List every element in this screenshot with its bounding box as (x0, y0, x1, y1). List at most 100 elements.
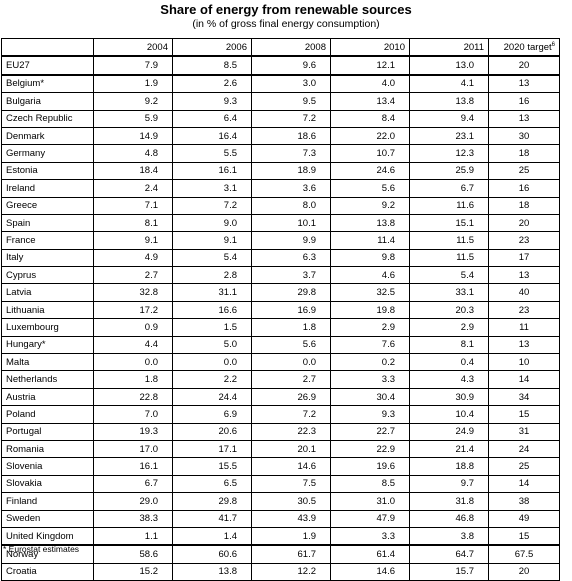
value-cell: 17.0 (93, 439, 173, 459)
table-row: Croatia 15.2 13.8 12.2 14.6 15.7 20 (1, 562, 560, 581)
value-cell: 61.4 (330, 544, 410, 564)
target-cell: 31 (488, 422, 560, 441)
value-cell: 17.1 (172, 439, 252, 459)
value-cell: 2.4 (93, 179, 173, 198)
target-cell: 15 (488, 405, 560, 424)
value-cell: 15.5 (172, 457, 252, 476)
country-cell: Austria (1, 387, 94, 407)
value-cell: 6.4 (172, 109, 252, 128)
value-cell: 10.4 (409, 405, 489, 424)
target-cell: 24 (488, 439, 560, 459)
value-cell: 60.6 (172, 544, 252, 564)
country-cell: Ireland (1, 179, 94, 198)
target-cell: 16 (488, 179, 560, 198)
value-cell: 2.6 (172, 73, 252, 94)
value-cell: 18.4 (93, 161, 173, 181)
country-cell: Spain (1, 213, 94, 233)
value-cell: 3.6 (251, 179, 331, 198)
value-cell: 9.2 (93, 92, 173, 111)
target-cell: 18 (488, 144, 560, 163)
value-cell: 58.6 (93, 544, 173, 564)
value-cell: 1.1 (93, 526, 173, 546)
value-cell: 8.4 (330, 109, 410, 128)
value-cell: 9.1 (93, 231, 173, 250)
target-cell: 13 (488, 335, 560, 355)
value-cell: 22.0 (330, 126, 410, 146)
value-cell: 19.8 (330, 300, 410, 320)
value-cell: 16.1 (172, 161, 252, 181)
value-cell: 26.9 (251, 387, 331, 407)
table-row: Sweden 38.3 41.7 43.9 47.9 46.8 49 (1, 509, 560, 528)
table-row: Netherlands 1.8 2.2 2.7 3.3 4.3 14 (1, 370, 560, 389)
value-cell: 7.0 (93, 405, 173, 424)
table-row: Finland 29.0 29.8 30.5 31.0 31.8 38 (1, 492, 560, 511)
table-row: Romania 17.0 17.1 20.1 22.9 21.4 24 (1, 439, 560, 459)
target-cell: 13 (488, 109, 560, 128)
table-row: France 9.1 9.1 9.9 11.4 11.5 23 (1, 231, 560, 250)
value-cell: 2.7 (93, 266, 173, 285)
value-cell: 1.8 (93, 370, 173, 389)
target-cell: 13 (488, 73, 560, 94)
table-row: Denmark 14.9 16.4 18.6 22.0 23.1 30 (1, 126, 560, 146)
country-cell: Portugal (1, 422, 94, 441)
value-cell: 14.9 (93, 126, 173, 146)
value-cell: 33.1 (409, 283, 489, 302)
target-footnote-marker: 6 (551, 41, 555, 48)
value-cell: 0.0 (172, 353, 252, 372)
value-cell: 31.8 (409, 492, 489, 511)
value-cell: 9.1 (172, 231, 252, 250)
value-cell: 12.3 (409, 144, 489, 163)
value-cell: 2.7 (251, 370, 331, 389)
table-row: Estonia 18.4 16.1 18.9 24.6 25.9 25 (1, 161, 560, 181)
value-cell: 12.2 (251, 562, 331, 581)
value-cell: 18.9 (251, 161, 331, 181)
value-cell: 2.8 (172, 266, 252, 285)
value-cell: 8.5 (172, 55, 252, 76)
value-cell: 7.2 (251, 405, 331, 424)
country-cell: United Kingdom (1, 526, 94, 546)
table-row: Latvia 32.8 31.1 29.8 32.5 33.1 40 (1, 283, 560, 302)
country-cell: Romania (1, 439, 94, 459)
value-cell: 10.7 (330, 144, 410, 163)
value-cell: 9.6 (251, 55, 331, 76)
table-row: Cyprus 2.7 2.8 3.7 4.6 5.4 13 (1, 266, 560, 285)
table-row: Czech Republic 5.9 6.4 7.2 8.4 9.4 13 (1, 109, 560, 128)
target-cell: 20 (488, 562, 560, 581)
value-cell: 9.3 (330, 405, 410, 424)
value-cell: 16.9 (251, 300, 331, 320)
value-cell: 46.8 (409, 509, 489, 528)
country-cell: France (1, 231, 94, 250)
column-header-2010: 2010 (330, 38, 410, 58)
value-cell: 4.0 (330, 73, 410, 94)
target-cell: 49 (488, 509, 560, 528)
value-cell: 31.1 (172, 283, 252, 302)
value-cell: 6.7 (409, 179, 489, 198)
table-row: Hungary* 4.4 5.0 5.6 7.6 8.1 13 (1, 335, 560, 355)
country-cell: Belgium* (1, 73, 94, 94)
value-cell: 5.6 (330, 179, 410, 198)
target-cell: 16 (488, 92, 560, 111)
country-cell: Slovakia (1, 474, 94, 494)
country-cell: EU27 (1, 55, 94, 76)
value-cell: 1.9 (251, 526, 331, 546)
value-cell: 16.1 (93, 457, 173, 476)
value-cell: 29.8 (172, 492, 252, 511)
value-cell: 9.8 (330, 248, 410, 268)
value-cell: 15.7 (409, 562, 489, 581)
table-row: Slovenia 16.1 15.5 14.6 19.6 18.8 25 (1, 457, 560, 476)
country-cell: Latvia (1, 283, 94, 302)
value-cell: 8.1 (409, 335, 489, 355)
value-cell: 4.9 (93, 248, 173, 268)
value-cell: 13.8 (409, 92, 489, 111)
value-cell: 1.4 (172, 526, 252, 546)
value-cell: 5.0 (172, 335, 252, 355)
table-row: Belgium* 1.9 2.6 3.0 4.0 4.1 13 (1, 73, 560, 94)
value-cell: 7.2 (251, 109, 331, 128)
country-cell: Netherlands (1, 370, 94, 389)
target-cell: 11 (488, 318, 560, 337)
value-cell: 7.9 (93, 55, 173, 76)
value-cell: 6.5 (172, 474, 252, 494)
value-cell: 3.0 (251, 73, 331, 94)
value-cell: 20.1 (251, 439, 331, 459)
country-cell: Slovenia (1, 457, 94, 476)
